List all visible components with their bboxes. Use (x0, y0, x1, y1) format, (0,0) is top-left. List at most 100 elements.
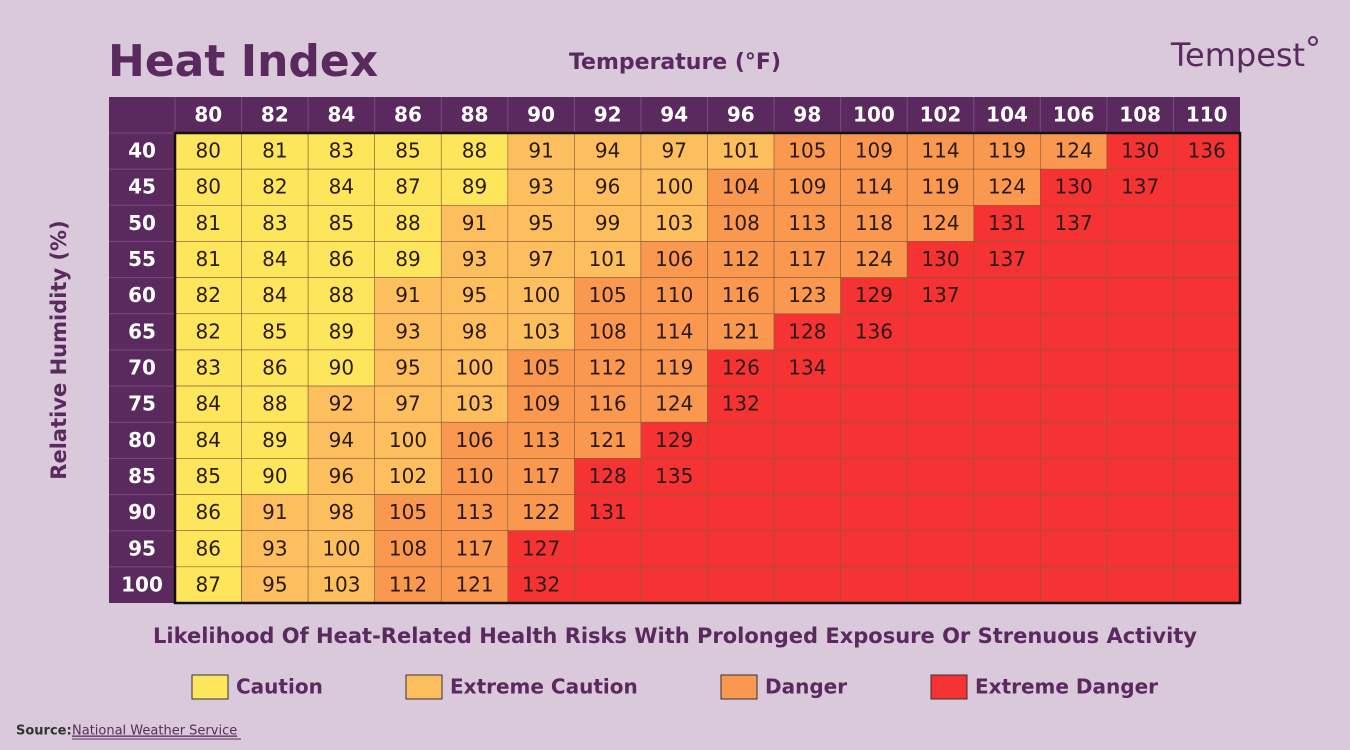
cell-value: 85 (329, 211, 354, 235)
cell-value: 116 (722, 283, 760, 307)
cell (574, 530, 642, 568)
cell-value: 80 (196, 139, 221, 163)
cell-value: 85 (262, 319, 287, 343)
cell (773, 168, 841, 206)
cell (440, 566, 509, 604)
cell (1106, 494, 1174, 531)
row-header: 60 (128, 283, 156, 307)
cell (906, 205, 975, 242)
cell-value: 93 (462, 247, 487, 271)
source-label: Source: (16, 724, 72, 739)
cell (440, 205, 509, 242)
cell-value: 94 (595, 139, 620, 163)
cell (906, 132, 975, 170)
cell (906, 385, 975, 423)
cell-value: 91 (262, 500, 287, 524)
cell (973, 277, 1041, 315)
cell (307, 349, 375, 387)
cell-value: 104 (722, 175, 760, 199)
cell (241, 385, 309, 423)
legend-swatch (191, 674, 229, 700)
cell-value: 118 (855, 211, 893, 235)
cell (440, 132, 509, 170)
cell-value: 137 (1055, 211, 1093, 235)
cell (640, 349, 708, 387)
cell-value: 114 (855, 175, 893, 199)
cell (640, 241, 708, 278)
cell (174, 277, 242, 315)
y-label: Relative Humidity (%) (47, 220, 71, 479)
cell (307, 277, 375, 315)
legend-swatch (930, 674, 968, 700)
cell (307, 313, 375, 351)
cell-value: 89 (262, 428, 287, 452)
cell-value: 132 (722, 392, 760, 416)
cell (174, 313, 242, 351)
cell (1106, 458, 1174, 495)
cell-value: 101 (589, 247, 627, 271)
cell-value: 119 (921, 175, 959, 199)
cell (1040, 421, 1108, 459)
cell (1040, 458, 1108, 495)
cell-value: 108 (589, 319, 627, 343)
cell (1040, 277, 1108, 315)
cell (773, 241, 841, 278)
cell (773, 349, 841, 387)
cell (973, 566, 1041, 604)
cell-value: 91 (462, 211, 487, 235)
row-header: 50 (128, 211, 156, 235)
cell (507, 385, 575, 423)
cell-value: 82 (196, 283, 221, 307)
cell (307, 385, 375, 423)
cell-value: 101 (722, 139, 760, 163)
cell-value: 85 (196, 464, 221, 488)
cell (1106, 168, 1174, 206)
cell (707, 421, 775, 459)
subtitle: Likelihood Of Heat-Related Health Risks … (153, 624, 1197, 648)
cell (241, 205, 309, 242)
column-header: 106 (1053, 103, 1095, 127)
row-header: 85 (128, 464, 156, 488)
cell-value: 105 (389, 500, 427, 524)
cell (707, 132, 775, 170)
cell (574, 349, 642, 387)
cell (574, 132, 642, 170)
cell-value: 114 (921, 139, 959, 163)
cell (840, 458, 908, 495)
cell-value: 96 (595, 175, 620, 199)
cell-value: 97 (661, 139, 686, 163)
cell-value: 81 (262, 139, 287, 163)
cell (507, 168, 575, 206)
cell (440, 349, 509, 387)
cell (241, 494, 309, 531)
cell-value: 87 (395, 175, 420, 199)
cell (374, 313, 442, 351)
cell-value: 108 (722, 211, 760, 235)
cell (640, 530, 708, 568)
cell-value: 100 (322, 536, 360, 560)
cell-value: 95 (262, 572, 287, 596)
cell-value: 82 (262, 175, 287, 199)
cell (640, 421, 708, 459)
cell-value: 121 (455, 572, 493, 596)
cell (507, 458, 575, 495)
source-link[interactable]: National Weather Service (72, 724, 237, 739)
cell-value: 95 (395, 356, 420, 380)
cell (307, 241, 375, 278)
legend-swatch (405, 674, 443, 700)
cell (707, 566, 775, 604)
cell (574, 241, 642, 278)
cell (707, 530, 775, 568)
cell (374, 385, 442, 423)
cell (973, 494, 1041, 531)
cell-value: 94 (329, 428, 354, 452)
cell-value: 93 (395, 319, 420, 343)
cell (906, 458, 975, 495)
cell (707, 349, 775, 387)
cell-value: 128 (788, 319, 826, 343)
cell (507, 494, 575, 531)
row-header: 100 (121, 572, 163, 596)
cell (307, 168, 375, 206)
row-header: 80 (128, 428, 156, 452)
column-header: 98 (793, 103, 821, 127)
